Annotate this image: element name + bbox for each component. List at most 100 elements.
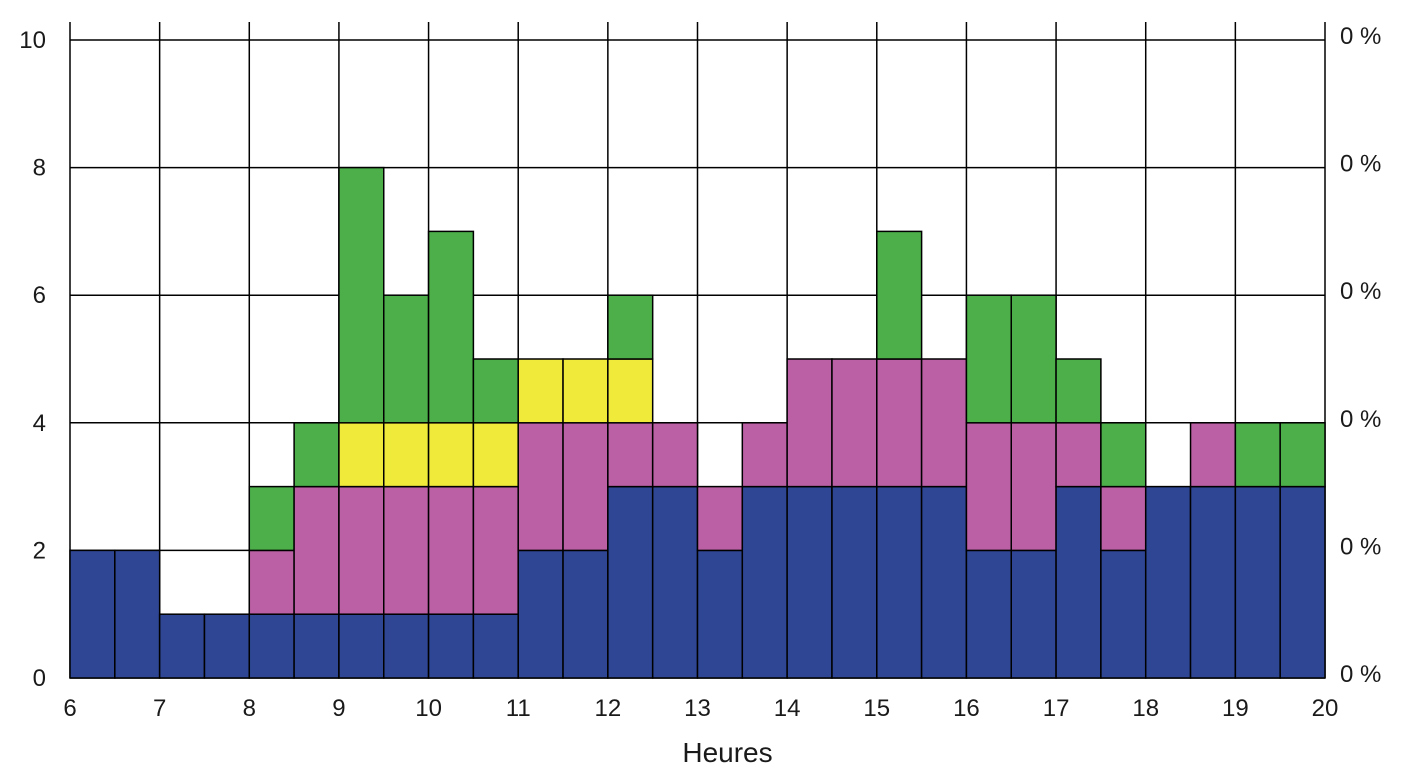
bar-segment — [562, 422, 609, 552]
bar-segment — [876, 230, 923, 360]
y-tick-label: 8 — [33, 155, 46, 182]
bar-segment — [338, 422, 385, 488]
x-tick-label: 6 — [63, 695, 76, 722]
bar-segment — [1189, 485, 1237, 679]
bar-segment — [1010, 549, 1057, 679]
right-axis-label: 0 % — [1340, 533, 1381, 560]
x-tick-label: 8 — [243, 695, 256, 722]
x-axis-title: Heures — [682, 737, 772, 768]
bar-segment — [965, 549, 1013, 679]
right-axis-label: 0 % — [1340, 23, 1381, 50]
bar-segment — [248, 549, 295, 615]
bar-segment — [876, 485, 923, 679]
bar-segment — [517, 549, 564, 679]
bar-segment — [1100, 549, 1147, 679]
bar-segment — [1055, 358, 1102, 424]
right-axis-label: 0 % — [1340, 278, 1381, 305]
x-tick-label: 9 — [332, 695, 345, 722]
y-tick-label: 10 — [19, 27, 46, 54]
x-tick-label: 19 — [1222, 695, 1249, 722]
bar-segment — [248, 485, 295, 552]
x-tick-label: 15 — [863, 695, 890, 722]
bar-segment — [696, 549, 744, 679]
bar-segment — [831, 485, 878, 679]
bar-segment — [696, 485, 744, 552]
bar-segment — [293, 422, 340, 488]
x-tick-label: 20 — [1312, 695, 1339, 722]
bar-segment — [114, 549, 161, 679]
x-tick-label: 11 — [506, 695, 531, 722]
bar-segment — [383, 294, 430, 424]
bar-segment — [427, 485, 475, 615]
x-tick-label: 12 — [595, 695, 622, 722]
bar-segment — [562, 358, 609, 424]
x-tick-label: 14 — [774, 695, 801, 722]
bar-segment — [472, 613, 519, 679]
y-tick-label: 2 — [33, 537, 46, 564]
bar-segment — [1010, 422, 1057, 552]
x-tick-label: 16 — [953, 695, 980, 722]
bar-segment — [383, 613, 430, 679]
bar-segment — [1144, 485, 1192, 679]
bar-segment — [876, 358, 923, 488]
bar-segment — [1055, 485, 1102, 679]
bar-segment — [607, 294, 654, 360]
stacked-bars — [69, 166, 1326, 679]
y-axis-tick-labels: 0 2 4 6 8 10 — [19, 27, 46, 692]
bar-segment — [338, 613, 385, 679]
x-tick-label: 17 — [1043, 695, 1070, 722]
y-tick-label: 4 — [33, 410, 46, 437]
bar-segment — [831, 358, 878, 488]
bar-segment — [427, 230, 475, 424]
bar-segment — [427, 422, 475, 488]
x-tick-label: 13 — [684, 695, 711, 722]
bar-segment — [1189, 422, 1237, 488]
right-axis-tick-labels: 0 % 0 % 0 % 0 % 0 % 0 % — [1340, 23, 1381, 688]
bar-segment — [741, 485, 788, 679]
x-tick-label: 18 — [1132, 695, 1159, 722]
bar-segment — [203, 613, 251, 679]
bar-segment — [920, 358, 968, 488]
bar-segment — [965, 294, 1013, 424]
bar-segment — [1279, 422, 1326, 488]
bar-segment — [517, 358, 564, 424]
bar-segment — [651, 485, 699, 679]
bar-segment — [338, 485, 385, 615]
bar-segment — [248, 613, 295, 679]
bar-segment — [383, 485, 430, 615]
y-tick-label: 6 — [33, 282, 46, 309]
x-axis-tick-labels: 6 7 8 9 10 11 12 13 14 15 16 17 18 19 20 — [63, 695, 1338, 722]
bar-segment — [517, 422, 564, 552]
bar-segment — [786, 358, 833, 488]
right-axis-label: 0 % — [1340, 661, 1381, 688]
bar-segment — [338, 166, 385, 424]
x-tick-label: 10 — [415, 695, 442, 722]
bar-segment — [293, 485, 340, 615]
bar-segment — [651, 422, 699, 488]
bar-segment — [1010, 294, 1057, 424]
bar-segment — [1100, 485, 1147, 552]
bar-segment — [472, 358, 519, 424]
bar-segment — [562, 549, 609, 679]
right-axis-label: 0 % — [1340, 406, 1381, 433]
bar-segment — [741, 422, 788, 488]
bar-segment — [920, 485, 968, 679]
bar-segment — [965, 422, 1013, 552]
bar-segment — [1279, 485, 1326, 679]
y-tick-label: 0 — [33, 665, 46, 692]
bar-segment — [607, 358, 654, 424]
bar-segment — [1055, 422, 1102, 488]
bar-segment — [383, 422, 430, 488]
bar-segment — [427, 613, 475, 679]
bar-segment — [158, 613, 206, 679]
bar-segment — [1100, 422, 1147, 488]
bar-segment — [69, 549, 116, 679]
bar-segment — [607, 422, 654, 488]
bar-segment — [1234, 422, 1281, 488]
bar-segment — [293, 613, 340, 679]
bar-segment — [472, 485, 519, 615]
x-tick-label: 7 — [153, 695, 166, 722]
bar-segment — [607, 485, 654, 679]
right-axis-label: 0 % — [1340, 151, 1381, 178]
